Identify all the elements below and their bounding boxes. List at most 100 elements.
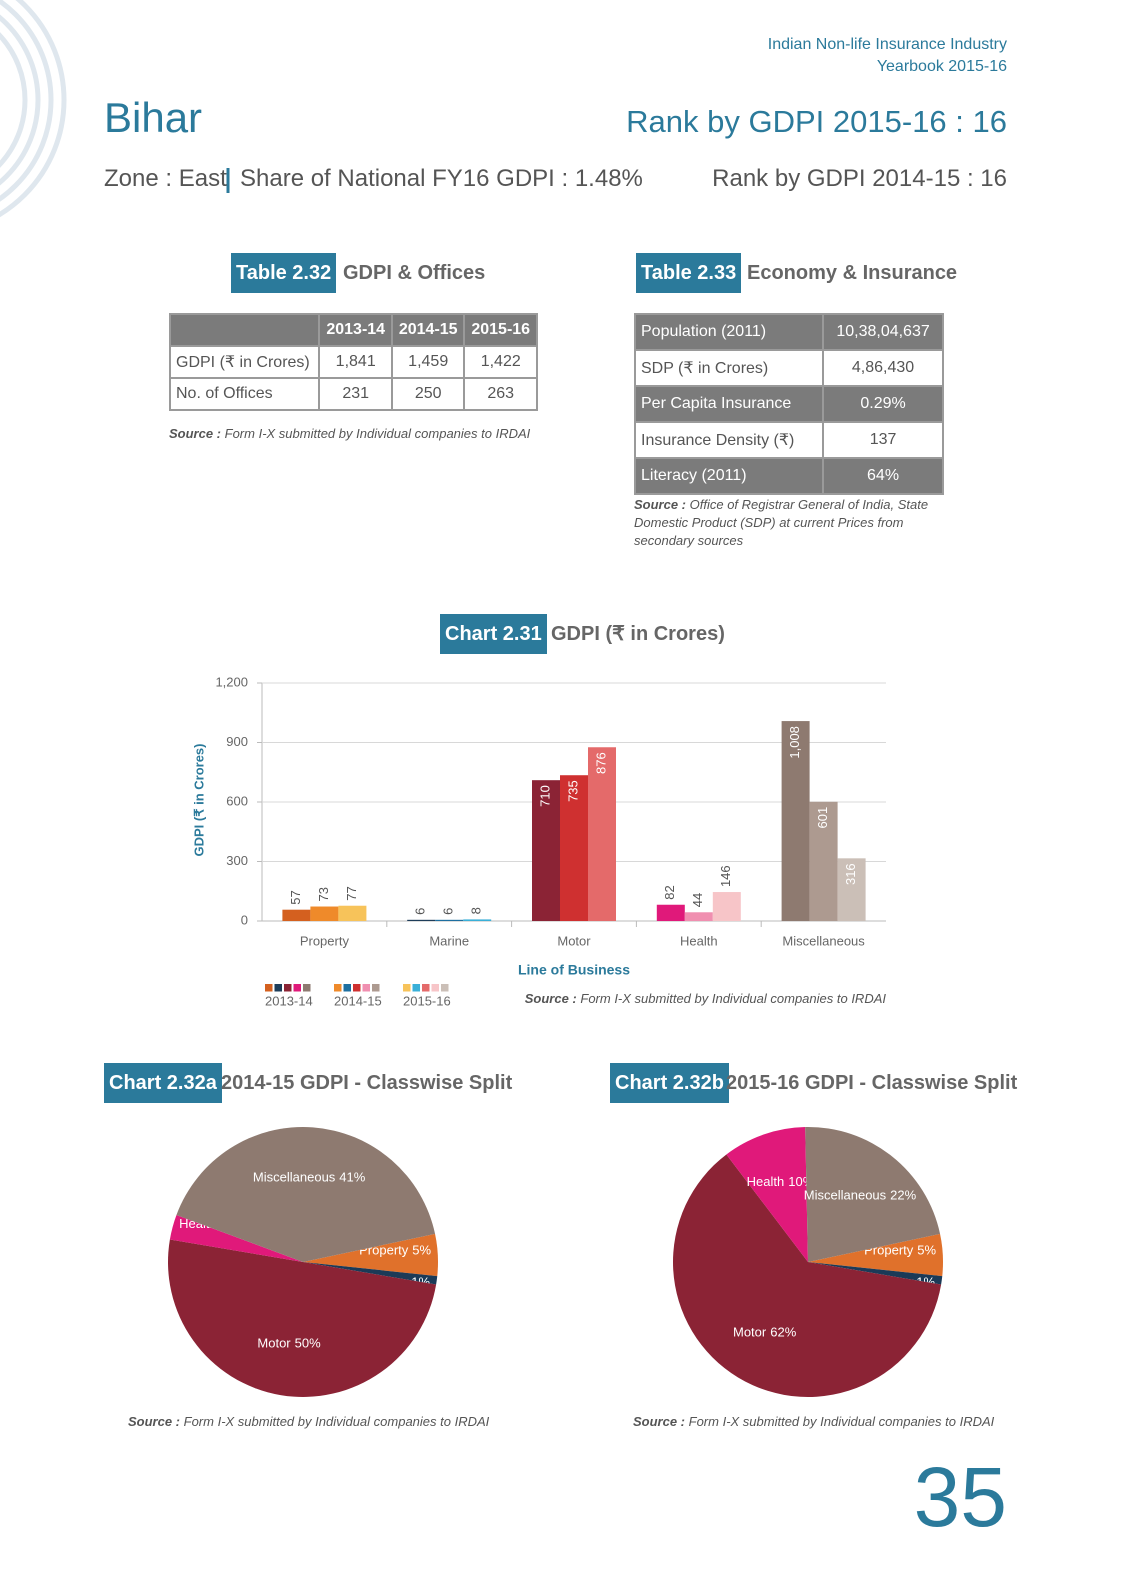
slice-value: 41% — [339, 1170, 365, 1185]
legend-swatch — [431, 984, 439, 992]
y-axis-label: GDPI (₹ in Crores) — [191, 743, 206, 856]
value-label: 1,008 — [787, 726, 802, 759]
row-label: SDP (₹ in Crores) — [633, 349, 825, 387]
cell: 1,841 — [318, 345, 393, 379]
slice-value: 22% — [890, 1188, 916, 1203]
bar — [407, 919, 436, 921]
slice-value: 62% — [770, 1325, 796, 1340]
chart-number: Chart 2.31 — [440, 614, 547, 654]
legend-swatch — [372, 984, 380, 992]
x-tick-label: Motor — [557, 933, 591, 948]
value-label: 6 — [413, 908, 428, 915]
legend-swatch — [343, 984, 351, 992]
legend-swatch — [334, 984, 342, 992]
header-row: 2013-14 2014-15 2015-16 — [168, 313, 538, 347]
value-label: 73 — [316, 887, 331, 901]
value-label: 8 — [469, 907, 484, 914]
bar — [560, 775, 588, 921]
cell: 4,86,430 — [822, 349, 944, 387]
legend-swatch — [284, 984, 292, 992]
row-label: Insurance Density (₹) — [633, 421, 825, 459]
page-number: 35 — [913, 1450, 1007, 1544]
slice-value: 5% — [917, 1243, 936, 1258]
chart-number: Chart 2.32b — [610, 1063, 729, 1103]
pie-slice — [808, 1233, 943, 1277]
cell: 137 — [822, 421, 944, 459]
legend-swatch — [403, 984, 411, 992]
slice-label: Motor 62% — [733, 1325, 797, 1340]
table-row: Insurance Density (₹) 137 — [633, 421, 944, 459]
pie-slice — [168, 1239, 437, 1397]
table: 2013-14 2014-15 2015-16 GDPI (₹ in Crores) 1… — [168, 313, 538, 411]
y-tick-label: 900 — [226, 734, 248, 749]
rank: Rank by GDPI 2015-16 : 16 — [626, 104, 1007, 139]
row-label: Literacy (2011) — [633, 457, 825, 495]
bar — [463, 919, 492, 921]
slice-name: Motor — [733, 1325, 767, 1340]
y-tick-label: 300 — [226, 853, 248, 868]
chart-title: 2014-15 GDPI - Classwise Split — [221, 1072, 513, 1094]
cell: 0.29% — [822, 385, 944, 423]
source: Source : Form I-X submitted by Individua… — [169, 426, 530, 441]
chart-title: 2015-16 GDPI - Classwise Split — [726, 1072, 1018, 1094]
pie-slice — [726, 1127, 808, 1262]
slice-value: 50% — [295, 1336, 321, 1351]
zone: Zone : East — [104, 165, 227, 192]
slice-name: Miscellaneous — [804, 1188, 887, 1203]
source-text: Form I-X submitted by Individual compani… — [688, 1414, 995, 1429]
bar — [435, 919, 464, 921]
value-label: 601 — [815, 807, 830, 829]
source: Source : Office of Registrar General of … — [634, 496, 944, 550]
slice-name: Miscellaneous — [253, 1170, 336, 1185]
legend-swatch — [274, 984, 282, 992]
value-label: 316 — [843, 863, 858, 885]
previous-rank: Rank by GDPI 2014-15 : 16 — [712, 165, 1007, 192]
x-tick-label: Property — [300, 933, 350, 948]
table-title: Economy & Insurance — [747, 262, 958, 284]
cell: 64% — [822, 457, 944, 495]
table-row: Population (2011) 10,38,04,637 — [633, 313, 944, 351]
table-number: Table 2.32 — [231, 253, 337, 293]
x-axis-label: Line of Business — [518, 962, 630, 978]
column-header: 2014-15 — [390, 313, 466, 347]
column-header: 2013-14 — [318, 313, 393, 347]
pie-slice — [805, 1127, 941, 1262]
pie-slice — [303, 1262, 438, 1285]
row-label: GDPI (₹ in Crores) — [168, 345, 321, 379]
source-label: Source : — [128, 1414, 181, 1429]
source-text: Form I-X submitted by Individual compani… — [183, 1414, 490, 1429]
pie-slice — [169, 1214, 303, 1262]
table: Population (2011) 10,38,04,637 SDP (₹ in C… — [633, 313, 944, 495]
x-tick-label: Marine — [429, 933, 469, 948]
source-label: Source : — [633, 1414, 686, 1429]
legend-label: 2014-15 — [334, 993, 382, 1008]
row-label: No. of Offices — [168, 377, 321, 411]
cell: 1,459 — [390, 345, 466, 379]
legend-swatch — [293, 984, 301, 992]
value-label: 6 — [441, 908, 456, 915]
legend-swatch — [441, 984, 449, 992]
bar — [282, 909, 311, 921]
bar — [310, 906, 339, 921]
value-label: 44 — [690, 893, 705, 907]
bar — [588, 747, 616, 921]
table-row: GDPI (₹ in Crores) 1,841 1,459 1,422 — [168, 345, 538, 379]
bar — [781, 721, 810, 921]
source-text: Form I-X submitted by Individual compani… — [580, 991, 886, 1006]
table-number: Table 2.33 — [636, 253, 742, 293]
table-row: SDP (₹ in Crores) 4,86,430 — [633, 349, 944, 387]
value-label: 735 — [565, 780, 580, 802]
legend-swatch — [353, 984, 361, 992]
slice-label: Miscellaneous 22% — [804, 1188, 917, 1203]
pie-slice — [303, 1233, 439, 1277]
decoration — [0, 0, 67, 218]
value-label: 146 — [718, 865, 733, 887]
legend-swatch — [362, 984, 370, 992]
bar — [338, 905, 367, 921]
source-text: Form I-X submitted by Individual compani… — [224, 426, 531, 441]
pie-slice — [808, 1262, 943, 1285]
y-tick-label: 1,200 — [215, 674, 248, 689]
source: Source : Form I-X submitted by Individua… — [633, 1414, 994, 1429]
slice-value: 5% — [412, 1243, 431, 1258]
